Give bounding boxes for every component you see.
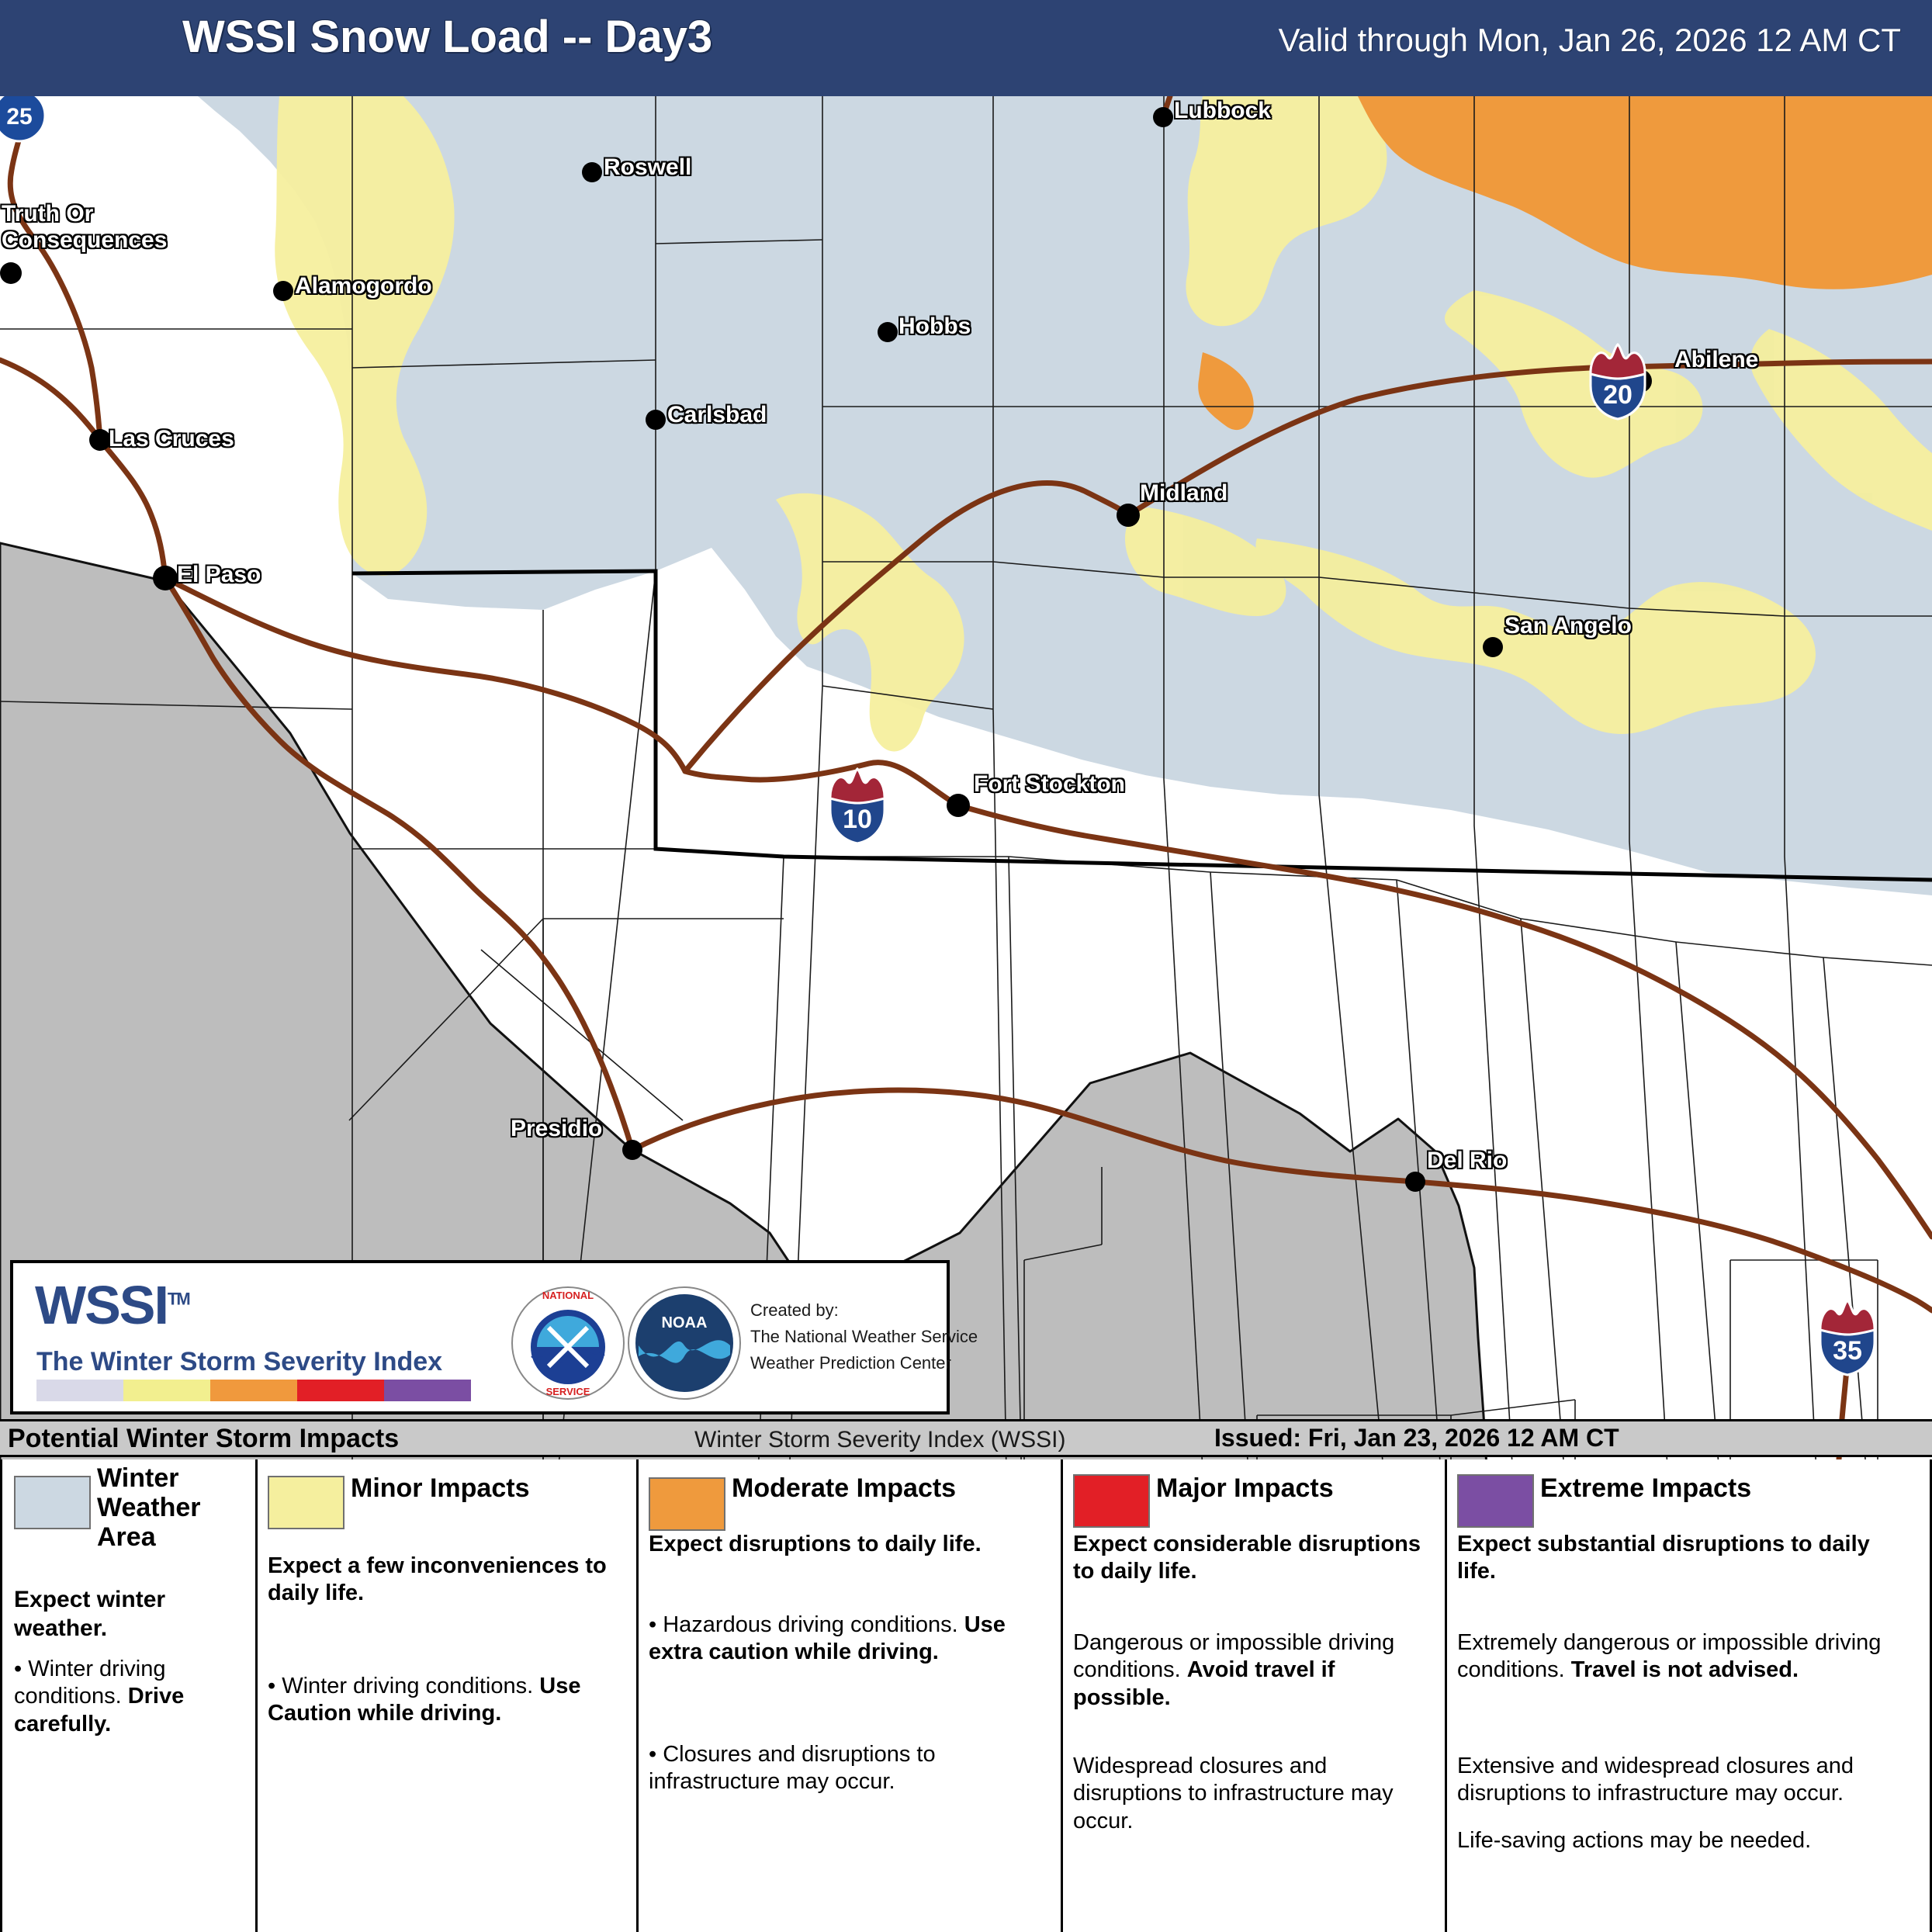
svg-text:SERVICE: SERVICE bbox=[546, 1386, 590, 1397]
svg-text:NATIONAL: NATIONAL bbox=[542, 1290, 594, 1301]
svg-text:35: 35 bbox=[1833, 1336, 1862, 1366]
svg-text:10: 10 bbox=[843, 805, 872, 834]
svg-text:25: 25 bbox=[6, 104, 32, 130]
svg-text:NOAA: NOAA bbox=[662, 1314, 708, 1331]
svg-text:20: 20 bbox=[1603, 380, 1633, 410]
